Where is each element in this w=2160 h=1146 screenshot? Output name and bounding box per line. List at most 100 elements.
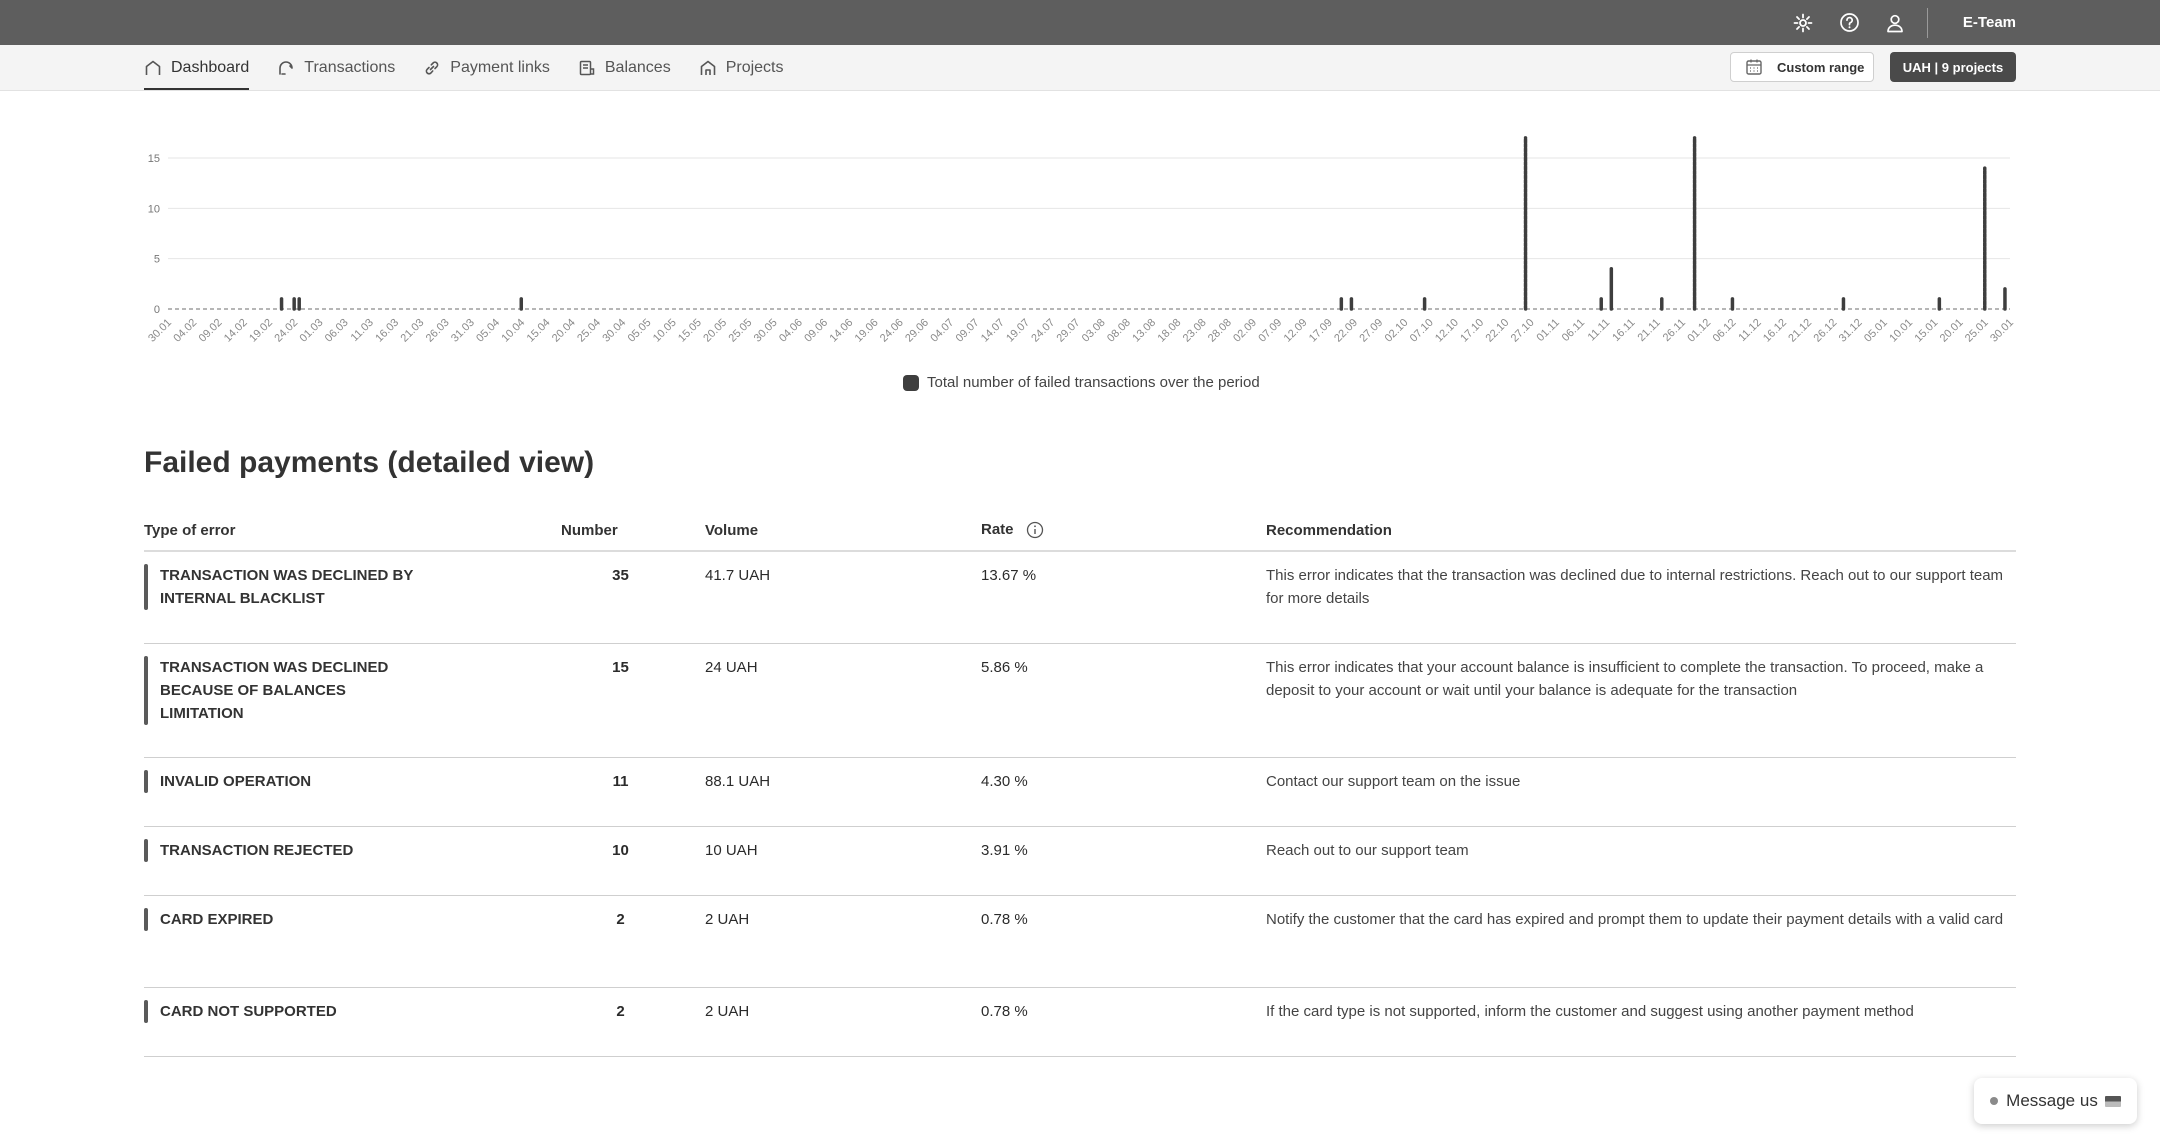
x-tick-label: 28.08 — [1206, 317, 1234, 345]
x-tick-label: 05.01 — [1862, 317, 1890, 345]
x-tick-label: 13.08 — [1130, 317, 1158, 345]
header-recommendation: Recommendation — [1266, 521, 1392, 539]
error-volume: 2 UAH — [705, 911, 750, 928]
error-type: CARD EXPIRED — [160, 911, 274, 928]
x-tick-label: 24.07 — [1029, 317, 1057, 345]
tab-balances[interactable]: Balances — [578, 45, 671, 90]
x-tick-label: 19.02 — [247, 317, 275, 345]
x-tick-label: 08.08 — [1105, 317, 1133, 345]
x-tick-label: 04.07 — [928, 317, 956, 345]
x-tick-label: 11.11 — [1586, 317, 1613, 344]
message-us-label: Message us — [2006, 1091, 2098, 1110]
error-rate: 4.30 % — [981, 773, 1028, 790]
tab-label: Payment links — [450, 58, 550, 76]
x-tick-label: 25.04 — [575, 317, 603, 345]
x-tick-label: 14.02 — [222, 317, 250, 345]
tab-label: Projects — [725, 58, 784, 76]
x-tick-label: 21.03 — [398, 317, 426, 345]
x-tick-label: 04.02 — [171, 317, 199, 345]
header-rate-label: Rate — [981, 520, 1014, 538]
flag-icon — [2104, 1095, 2121, 1107]
error-recommendation: If the card type is not supported, infor… — [1266, 1003, 1914, 1020]
error-number: 2 — [616, 1003, 625, 1020]
topbar-divider — [1927, 7, 1928, 38]
x-tick-label: 25.01 — [1963, 317, 1991, 345]
projects-selector-button[interactable]: UAH | 9 projects — [1890, 52, 2016, 82]
y-tick-label: 5 — [154, 254, 160, 266]
x-tick-label: 19.06 — [853, 317, 881, 345]
tab-dashboard[interactable]: Dashboard — [144, 45, 250, 90]
x-tick-label: 24.02 — [272, 317, 300, 345]
x-tick-label: 18.08 — [1155, 317, 1183, 345]
x-tick-label: 16.03 — [373, 317, 401, 345]
x-tick-label: 06.03 — [323, 317, 351, 345]
error-volume: 24 UAH — [705, 659, 758, 676]
x-tick-label: 29.07 — [1055, 317, 1083, 345]
y-tick-label: 10 — [148, 203, 160, 215]
x-tick-label: 31.03 — [449, 317, 477, 345]
error-number: 35 — [612, 567, 629, 584]
section-title: Failed payments (detailed view) — [144, 446, 595, 479]
team-name[interactable]: E-Team — [1962, 14, 2016, 31]
home-icon — [145, 60, 161, 75]
x-tick-label: 17.09 — [1307, 317, 1335, 345]
balance-icon — [579, 60, 595, 75]
custom-range-label: Custom range — [1777, 59, 1865, 75]
error-volume: 88.1 UAH — [705, 773, 771, 790]
error-recommendation: Notify the customer that the card has ex… — [1266, 911, 2004, 928]
error-number: 11 — [612, 773, 629, 790]
row-marker — [144, 908, 148, 931]
table-row: CARD NOT SUPPORTED 2 2 UAH 0.78 % If the… — [144, 988, 2016, 1057]
x-tick-label: 22.10 — [1484, 317, 1512, 345]
error-type: TRANSACTION WAS DECLINED BY INTERNAL BLA… — [160, 567, 414, 607]
x-tick-label: 30.05 — [752, 317, 780, 345]
x-tick-label: 06.11 — [1560, 317, 1587, 344]
x-tick-label: 31.12 — [1837, 317, 1865, 345]
header-rate: Rate — [981, 521, 1266, 539]
message-us-button[interactable]: Message us — [1974, 1078, 2137, 1124]
row-marker — [144, 1000, 148, 1023]
x-tick-label: 20.01 — [1938, 317, 1966, 345]
table-row: TRANSACTION WAS DECLINED BY INTERNAL BLA… — [144, 552, 2016, 644]
header-volume: Volume — [705, 521, 759, 539]
x-tick-label: 19.07 — [1004, 317, 1032, 345]
x-tick-label: 01.03 — [298, 317, 326, 345]
x-tick-label: 10.05 — [651, 317, 679, 345]
error-number: 2 — [616, 911, 625, 928]
x-tick-label: 16.12 — [1761, 317, 1789, 345]
x-tick-label: 27.09 — [1357, 317, 1385, 345]
x-tick-label: 11.03 — [349, 317, 376, 344]
error-rate: 0.78 % — [981, 911, 1028, 928]
error-volume: 10 UAH — [705, 842, 758, 859]
tab-transactions[interactable]: Transactions — [277, 45, 395, 90]
x-tick-label: 16.11 — [1610, 317, 1637, 344]
x-tick-label: 15.05 — [676, 317, 704, 345]
legend-swatch — [903, 374, 919, 391]
error-type: INVALID OPERATION — [160, 773, 312, 790]
table-header: Type of error Number Volume Rate Recomme… — [144, 510, 2016, 552]
help-icon[interactable] — [1833, 7, 1865, 39]
top-bar: E-Team — [0, 0, 2160, 45]
error-recommendation: Contact our support team on the issue — [1266, 773, 1521, 790]
custom-range-button[interactable]: Custom range — [1730, 52, 1874, 82]
x-tick-label: 26.12 — [1812, 317, 1840, 345]
calendar-icon — [1746, 59, 1762, 75]
projects-icon — [700, 60, 716, 75]
tab-label: Transactions — [304, 58, 396, 76]
x-tick-label: 05.05 — [626, 317, 654, 345]
x-tick-label: 20.05 — [701, 317, 729, 345]
user-icon[interactable] — [1879, 7, 1911, 39]
row-marker — [144, 656, 148, 725]
gear-icon[interactable] — [1787, 7, 1819, 39]
info-icon[interactable] — [1026, 521, 1044, 539]
tab-projects[interactable]: Projects — [699, 45, 784, 90]
x-tick-label: 30.04 — [600, 317, 628, 345]
chart-legend[interactable]: Total number of failed transactions over… — [903, 374, 1260, 391]
x-tick-label: 12.09 — [1282, 317, 1310, 345]
error-type: TRANSACTION WAS DECLINED BECAUSE OF BALA… — [160, 659, 389, 722]
header-type: Type of error — [144, 521, 236, 539]
failed-transactions-chart: 05101530.0104.0209.0214.0219.0224.0201.0… — [146, 136, 2016, 345]
x-tick-label: 15.01 — [1912, 317, 1940, 345]
tab-payment-links[interactable]: Payment links — [423, 45, 550, 90]
nav-bar: Dashboard Transactions Payment links Bal… — [0, 45, 2160, 91]
